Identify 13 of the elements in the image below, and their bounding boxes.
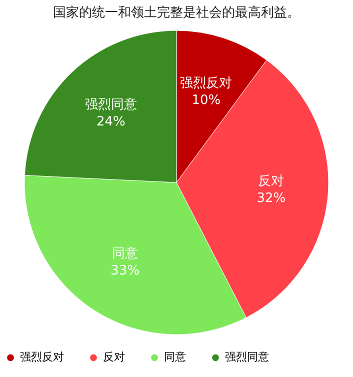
chart-title: 国家的统一和领土完整是社会的最高利益。 — [53, 4, 300, 20]
data-label: 32% — [256, 191, 286, 206]
data-label: 33% — [110, 263, 140, 278]
slice-label: 同意 — [112, 246, 138, 262]
slice-label: 反对 — [258, 174, 284, 190]
legend-label: 同意 — [164, 350, 186, 364]
legend-label: 强烈反对 — [20, 350, 64, 364]
slice-label: 强烈反对 — [180, 76, 232, 92]
data-label: 10% — [192, 93, 221, 108]
legend-label: 反对 — [103, 350, 125, 364]
slice-label: 强烈同意 — [84, 98, 137, 113]
data-label: 24% — [96, 114, 126, 130]
legend-label: 强烈同意 — [225, 350, 269, 364]
